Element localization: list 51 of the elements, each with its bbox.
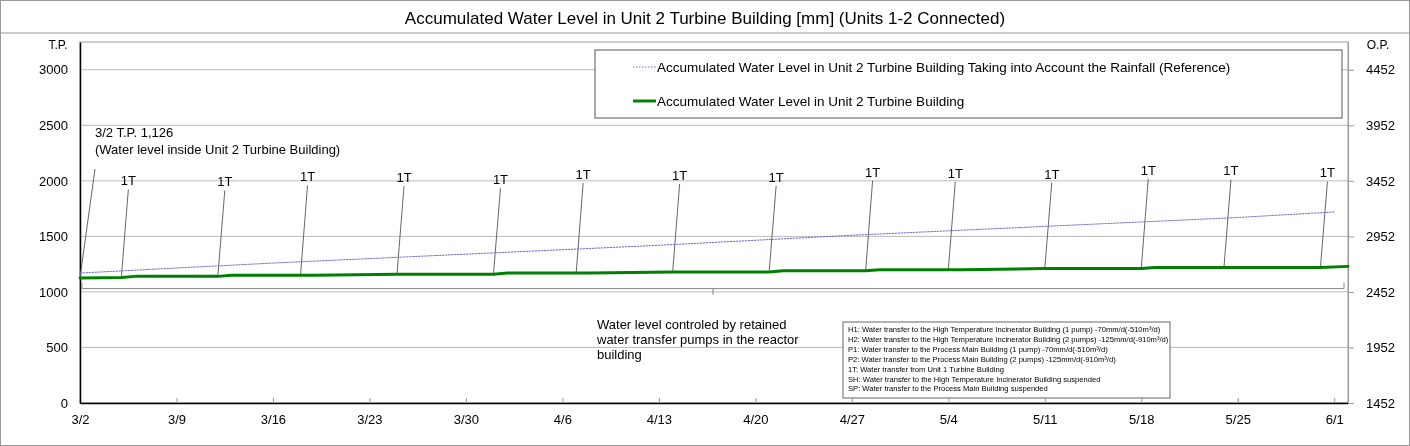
y2-tick-label: 3452 [1366,173,1395,189]
x-tick-label: 3/30 [453,412,480,428]
x-tick-label: 5/25 [1225,412,1251,428]
y2-tick-label: 2452 [1366,284,1395,300]
x-tick-label: 3/23 [357,412,383,428]
y2-tick-label: 4452 [1366,62,1395,78]
x-tick-label: 4/27 [839,412,865,428]
x-tick-label: 5/4 [939,412,958,428]
y2-axis-title: O.P. [1366,38,1390,52]
x-tick-label: 3/16 [260,412,287,428]
annotation: 1T [299,169,316,185]
y2-tick-label: 2952 [1366,229,1395,245]
annotation: 1T [1140,162,1156,178]
legend-label: Accumulated Water Level in Unit 2 Turbine Building Taking into Account the Rainfall (Reference) [657,60,1231,75]
ref-line-label: Water level controled by retained water transfer pumps in the reactor building [596,316,800,362]
annotation: 1T [1044,166,1060,182]
x-tick-label: 4/13 [646,412,673,428]
y-tick-label: 500 [46,340,68,356]
annotation: 1T [1223,163,1239,179]
y-tick-label: 1000 [39,284,68,300]
y-tick-label: 3000 [39,62,68,78]
y-tick-label: 2500 [39,117,68,133]
y-tick-label: 1500 [39,229,68,245]
legend-label: Accumulated Water Level in Unit 2 Turbine Building [657,94,965,109]
x-tick-label: 5/18 [1129,412,1155,428]
annotation: 1T [768,169,784,185]
annotation: 1T [865,164,881,180]
x-tick-label: 3/2 [71,412,90,428]
annotation: 1T [947,165,963,181]
annotation: 1T [396,170,412,186]
x-tick-label: 3/9 [167,412,187,428]
x-tick-label: 4/6 [553,412,572,428]
annotation: 1T [217,174,233,190]
y-tick-label: 2000 [39,173,68,189]
y-tick-label: 0 [60,395,68,411]
annotation: 3/2 T.P. 1,126 (Water level inside Unit 2 Turbine Building) [95,125,341,157]
chart-title: Accumulated Water Level in Unit 2 Turbine Building [mm] (Units 1-2 Connected) [404,9,1006,28]
x-tick-label: 5/11 [1033,412,1058,428]
y2-tick-label: 1952 [1366,340,1395,356]
annotation: 1T [672,167,688,183]
x-tick-label: 4/20 [743,412,769,428]
line-series [78,264,1350,280]
annotation: 1T [492,172,509,188]
annotation: 1T [120,173,136,189]
y2-tick-label: 1452 [1366,395,1395,411]
y-axis-title: T.P. [48,38,68,52]
y2-tick-label: 3952 [1366,117,1395,133]
annotation: 1T [575,167,591,183]
annotation: 1T [1319,165,1336,181]
line-series [79,211,1335,274]
x-tick-label: 6/1 [1325,412,1344,428]
